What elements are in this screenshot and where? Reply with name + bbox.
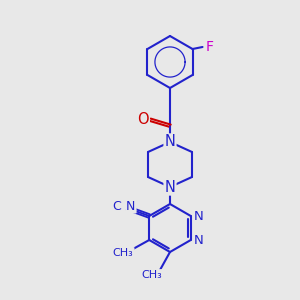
Text: CH₃: CH₃	[142, 270, 162, 280]
Text: N: N	[165, 179, 176, 194]
Text: N: N	[126, 200, 136, 212]
Text: N: N	[194, 233, 204, 247]
Text: C: C	[112, 200, 121, 212]
Text: O: O	[137, 112, 149, 128]
Text: CH₃: CH₃	[113, 248, 134, 258]
Text: F: F	[206, 40, 214, 54]
Text: N: N	[194, 209, 204, 223]
Text: N: N	[165, 134, 176, 149]
